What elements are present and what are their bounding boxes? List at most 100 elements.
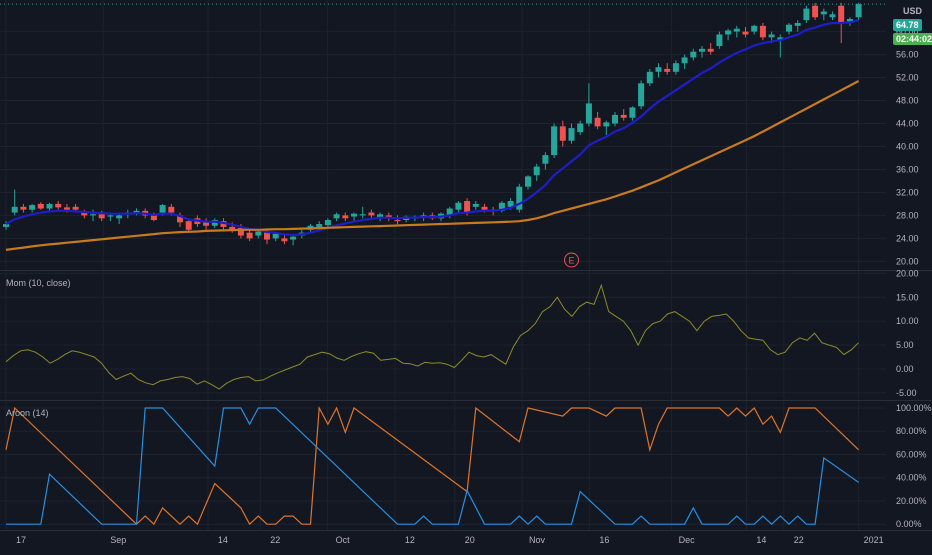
x-tick-label: 12 (405, 535, 415, 545)
candle-body (185, 221, 192, 230)
y-tick-label: 40.00% (896, 473, 927, 483)
candle-body (568, 128, 575, 141)
candle-body (324, 220, 331, 226)
candle-body (751, 25, 758, 32)
candle-body (290, 236, 297, 240)
y-tick-label: 20.00 (896, 256, 919, 266)
candle-body (525, 176, 531, 187)
x-tick-label: Nov (529, 535, 546, 545)
candle-body (11, 206, 18, 213)
candle-body (20, 206, 27, 210)
candle-body (46, 203, 53, 209)
momentum-pane-title: Mom (10, close) (6, 278, 71, 288)
candle-body (272, 233, 279, 239)
candle-body (281, 238, 288, 242)
y-tick-label: 0.00 (896, 364, 914, 374)
y-tick-label: 36.00 (896, 164, 919, 174)
candle-body (655, 67, 662, 72)
candle-body (577, 123, 584, 133)
earnings-marker (564, 252, 579, 268)
candle-body (55, 203, 62, 208)
candle-body (725, 30, 732, 35)
candle-body (638, 83, 645, 107)
candle-body (377, 214, 384, 219)
candle-body (351, 213, 357, 217)
candle-body (594, 117, 601, 127)
candle-body (116, 215, 123, 219)
candle-body (37, 203, 44, 209)
candle-body (838, 5, 845, 23)
x-tick-label: Sep (110, 535, 126, 545)
candle-body (90, 214, 96, 216)
candle-body (229, 226, 236, 230)
y-tick-label: 56.00 (896, 50, 919, 60)
candle-body (72, 206, 79, 210)
x-tick-label: 20 (465, 535, 475, 545)
aroon-pane-title: Aroon (14) (6, 408, 49, 418)
candle-body (516, 186, 523, 210)
y-tick-label: 20.00% (896, 496, 927, 506)
y-tick-label: 0.00% (896, 519, 922, 529)
candle-body (855, 4, 862, 18)
countdown-badge: 02:44:02 (893, 33, 932, 45)
candle-body (794, 22, 801, 26)
candle-body (612, 114, 618, 124)
candle-body (368, 212, 375, 216)
candle-body (498, 202, 505, 211)
candle-body (464, 201, 471, 213)
currency-label: USD (900, 5, 926, 17)
candle-body (742, 31, 749, 35)
y-tick-label: 32.00 (896, 187, 919, 197)
fast-moving-average-line (5, 19, 859, 237)
y-tick-label: 28.00 (896, 210, 919, 220)
candle-body (716, 34, 723, 46)
x-tick-label: 22 (270, 535, 280, 545)
candle-body (812, 5, 819, 18)
x-tick-label: 17 (16, 535, 26, 545)
candle-body (672, 63, 679, 72)
candle-body (733, 28, 740, 32)
aroon-down-line (6, 407, 859, 526)
aroon-up-line (5, 405, 860, 526)
candle-body (690, 51, 697, 58)
candle-body (220, 221, 227, 227)
candle-body (646, 71, 653, 84)
x-tick-label: Oct (336, 535, 351, 545)
last-price-badge: 64.78 (893, 19, 922, 31)
candle-body (559, 126, 566, 141)
candle-body (264, 232, 270, 240)
y-tick-label: 52.00 (896, 73, 919, 83)
y-tick-label: 20.00 (896, 268, 919, 278)
candle-body (342, 215, 349, 219)
candle-body (803, 8, 810, 21)
candle-body (211, 220, 218, 226)
candle-body (551, 126, 558, 156)
candle-body (629, 107, 636, 118)
candle-body (603, 122, 610, 127)
candle-body (786, 24, 792, 32)
candle-body (472, 203, 479, 207)
candle-body (664, 68, 671, 72)
earnings-marker-label: E (568, 256, 574, 266)
candle-body (63, 207, 70, 210)
y-tick-label: 44.00 (896, 119, 919, 129)
x-tick-label: 14 (218, 535, 228, 545)
momentum-line (5, 283, 859, 390)
candle-body (159, 205, 166, 213)
candle-body (768, 34, 775, 38)
x-tick-label: 14 (756, 535, 766, 545)
y-tick-label: 40.00 (896, 141, 919, 151)
candle-body (237, 228, 244, 236)
candle-body (481, 206, 488, 210)
y-tick-label: 15.00 (896, 292, 919, 302)
candle-body (681, 57, 688, 64)
candle-body (81, 212, 88, 216)
y-tick-label: 5.00 (896, 340, 914, 350)
candle-body (333, 214, 340, 219)
candle-body (699, 48, 705, 52)
candle-body (203, 221, 210, 226)
x-tick-label: Dec (679, 535, 696, 545)
